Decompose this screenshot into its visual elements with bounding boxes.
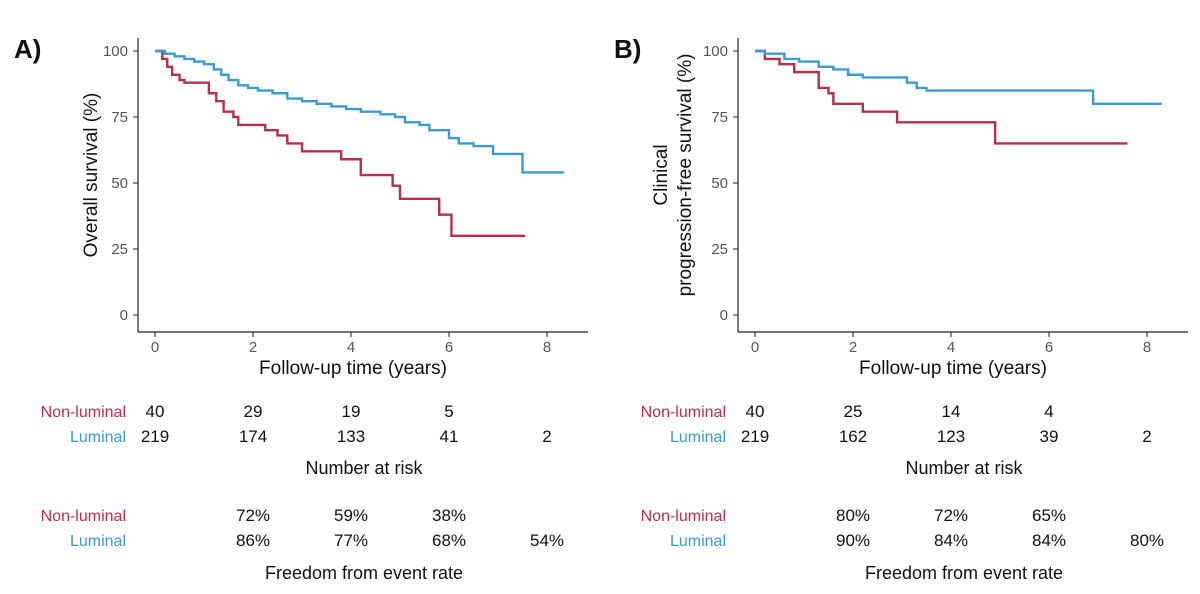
x-axis-label: Follow-up time (years) xyxy=(859,358,1047,379)
x-tick-label: 2 xyxy=(849,339,857,356)
freedom-cell: 77% xyxy=(333,531,369,550)
at-risk-cell: 5 xyxy=(444,402,454,421)
freedom-cell: 86% xyxy=(235,531,271,550)
y-tick-label: 100 xyxy=(103,43,128,60)
y-tick-label: 0 xyxy=(720,307,728,324)
x-tick-label: 6 xyxy=(1045,339,1053,356)
at-risk-cell: 29 xyxy=(243,402,263,421)
at-risk-caption: Number at risk xyxy=(905,458,1023,478)
series-line-luminal xyxy=(155,49,565,174)
freedom-cell: 65% xyxy=(1031,506,1067,525)
freedom-cell: 90% xyxy=(835,531,871,550)
series-line-non-luminal xyxy=(755,49,1128,145)
freedom-row-label: Non-luminal xyxy=(640,508,726,525)
at-risk-row-label: Luminal xyxy=(669,429,726,446)
panel-label: B) xyxy=(614,34,641,64)
at-risk-cell: 174 xyxy=(238,427,268,446)
x-tick-label: 4 xyxy=(347,339,355,356)
x-tick-label: 4 xyxy=(947,339,955,356)
freedom-caption: Freedom from event rate xyxy=(264,563,464,583)
x-tick-label: 2 xyxy=(249,339,257,356)
freedom-cell: 72% xyxy=(235,506,271,525)
x-tick-label: 8 xyxy=(1143,339,1151,356)
y-tick-label: 50 xyxy=(111,175,128,192)
freedom-cell: 80% xyxy=(1129,531,1165,550)
y-tick-label: 25 xyxy=(711,241,728,258)
at-risk-row-label: Non-luminal xyxy=(40,404,126,421)
x-tick-label: 6 xyxy=(445,339,453,356)
at-risk-cell: 40 xyxy=(145,402,165,421)
at-risk-cell: 14 xyxy=(941,402,961,421)
y-tick-label: 50 xyxy=(711,175,728,192)
at-risk-caption: Number at risk xyxy=(305,458,423,478)
y-axis-label: Clinical xyxy=(651,144,672,205)
survival-chart-b: B) 0 25 50 75 100 0 2 4 6 8 Follow-up time (years) C… xyxy=(614,34,1188,379)
y-axis-label: progression-free survival (%) xyxy=(675,54,696,297)
at-risk-cell: 219 xyxy=(140,427,170,446)
at-risk-cell: 39 xyxy=(1039,427,1059,446)
x-tick-label: 8 xyxy=(543,339,551,356)
x-tick-label: 0 xyxy=(751,339,759,356)
y-tick-label: 25 xyxy=(111,241,128,258)
freedom-row-label: Luminal xyxy=(669,533,726,550)
at-risk-cell: 2 xyxy=(1142,427,1152,446)
at-risk-row-label: Luminal xyxy=(69,429,126,446)
at-risk-cell: 2 xyxy=(542,427,552,446)
x-axis-label: Follow-up time (years) xyxy=(259,358,447,379)
panel-a: A) 0 25 50 75 100 0 2 4 6 8 Follow-up time (years) O… xyxy=(14,34,588,583)
freedom-cell: 54% xyxy=(529,531,565,550)
series-line-luminal xyxy=(755,49,1162,105)
freedom-cell: 38% xyxy=(431,506,467,525)
survival-chart-a: A) 0 25 50 75 100 0 2 4 6 8 Follow-up time (years) O… xyxy=(14,34,588,379)
at-risk-cell: 162 xyxy=(838,427,868,446)
at-risk-cell: 123 xyxy=(936,427,966,446)
freedom-cell: 72% xyxy=(933,506,969,525)
series-line-non-luminal xyxy=(155,49,525,237)
freedom-cell: 59% xyxy=(333,506,369,525)
freedom-cell: 80% xyxy=(835,506,871,525)
freedom-row-label: Non-luminal xyxy=(40,508,126,525)
freedom-caption: Freedom from event rate xyxy=(864,563,1064,583)
y-tick-label: 0 xyxy=(120,307,128,324)
at-risk-cell: 41 xyxy=(439,427,459,446)
y-axis-label: Overall survival (%) xyxy=(81,93,102,258)
at-risk-cell: 19 xyxy=(341,402,361,421)
panel-label: A) xyxy=(14,34,41,64)
at-risk-cell: 4 xyxy=(1044,402,1054,421)
at-risk-cell: 25 xyxy=(843,402,863,421)
freedom-cell: 84% xyxy=(1031,531,1067,550)
freedom-cell: 68% xyxy=(431,531,467,550)
at-risk-cell: 40 xyxy=(745,402,765,421)
x-tick-label: 0 xyxy=(151,339,159,356)
y-tick-label: 100 xyxy=(703,43,728,60)
at-risk-row-label: Non-luminal xyxy=(640,404,726,421)
freedom-row-label: Luminal xyxy=(69,533,126,550)
at-risk-cell: 133 xyxy=(336,427,366,446)
y-tick-label: 75 xyxy=(711,109,728,126)
panel-b: B) 0 25 50 75 100 0 2 4 6 8 Follow-up time (years) C… xyxy=(600,0,1200,594)
freedom-cell: 84% xyxy=(933,531,969,550)
y-tick-label: 75 xyxy=(111,109,128,126)
at-risk-cell: 219 xyxy=(740,427,770,446)
